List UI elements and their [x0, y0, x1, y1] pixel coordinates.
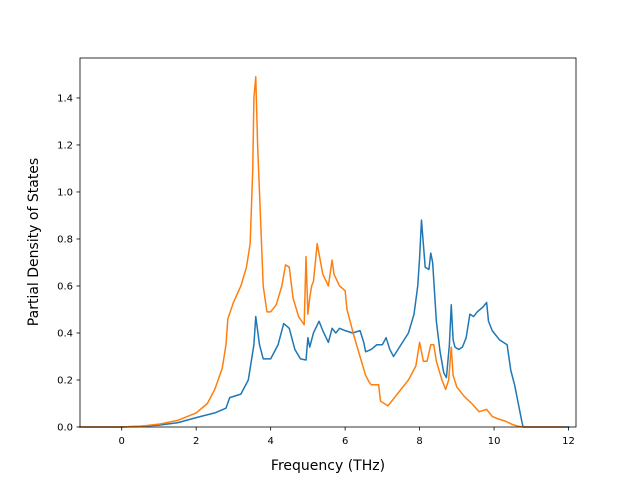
y-tick-label: 0.0 [57, 423, 73, 434]
y-tick-label: 1.2 [57, 140, 73, 151]
y-axis-title: Partial Density of States [26, 158, 42, 326]
x-tick-label: 12 [562, 436, 575, 447]
axes-layer: 0 2 4 6 8 10 12 0.0 0.2 0.4 0.6 0.8 1.0 1.2 1.4 [57, 57, 577, 447]
x-tick-label: 0 [119, 436, 125, 447]
axes-frame [79, 57, 577, 428]
series-layer [79, 76, 570, 428]
y-tick-label: 0.2 [57, 375, 73, 386]
series-line-1 [79, 219, 570, 428]
x-tick-label: 10 [488, 436, 501, 447]
x-tick-label: 8 [416, 436, 422, 447]
x-axis-title: Frequency (THz) [271, 458, 385, 474]
y-tick-label: 0.4 [57, 328, 73, 339]
y-tick-label: 0.8 [57, 234, 73, 245]
x-tick-label: 4 [267, 436, 273, 447]
y-tick-label: 1.0 [57, 187, 73, 198]
x-tick-label: 6 [342, 436, 348, 447]
y-tick-label: 1.4 [57, 93, 73, 104]
x-tick-label: 2 [193, 436, 199, 447]
series-line-2 [79, 76, 566, 428]
y-tick-label: 0.6 [57, 281, 73, 292]
